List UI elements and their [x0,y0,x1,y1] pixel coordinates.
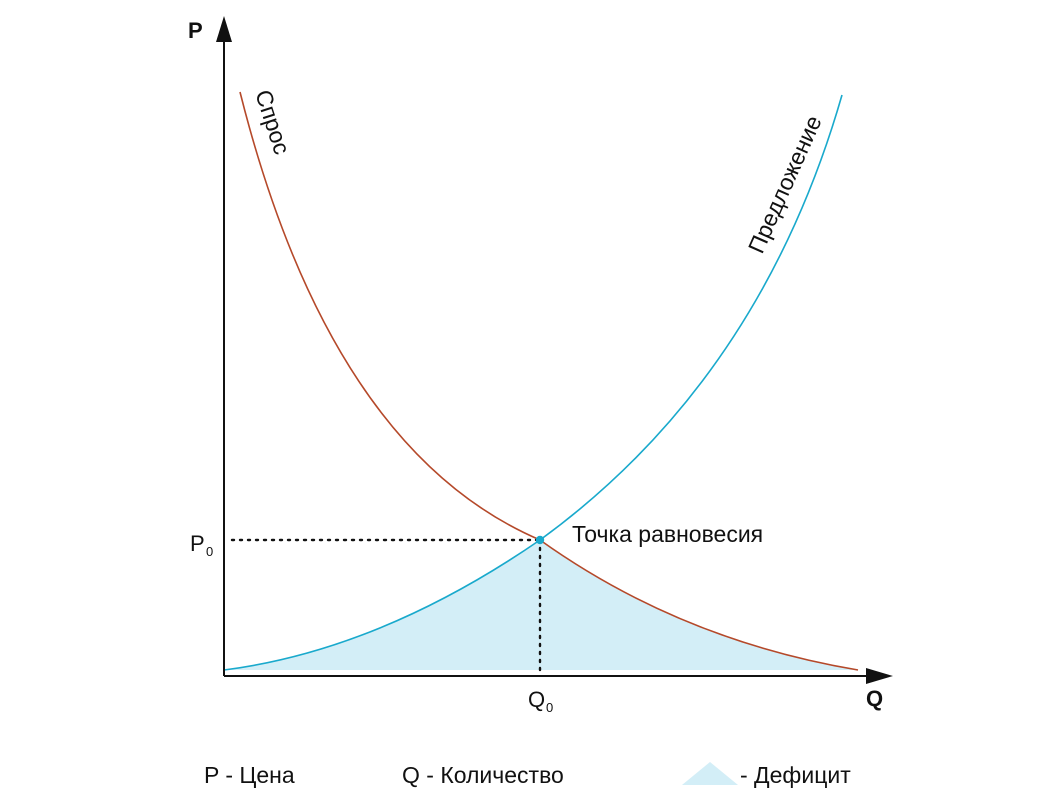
y-axis-title: P [188,18,203,43]
legend-deficit: - Дефицит [740,762,851,788]
price-tick-label: P [190,531,205,556]
equilibrium-point [535,535,545,545]
x-axis-title: Q [866,686,883,711]
supply-curve [223,94,843,671]
y-axis-arrow [216,16,232,42]
legend-price: P - Цена [204,762,295,788]
quantity-tick-subscript: 0 [546,700,553,715]
demand-curve [239,91,859,671]
legend-quantity: Q - Количество [402,762,564,788]
price-tick-subscript: 0 [206,544,213,559]
equilibrium-label: Точка равновесия [572,521,763,547]
quantity-tick-label: Q [528,687,545,712]
demand-label: Спрос [250,87,295,158]
supply-label: Предложение [743,111,827,257]
legend-deficit-swatch [682,762,738,785]
x-axis-arrow [866,668,893,684]
